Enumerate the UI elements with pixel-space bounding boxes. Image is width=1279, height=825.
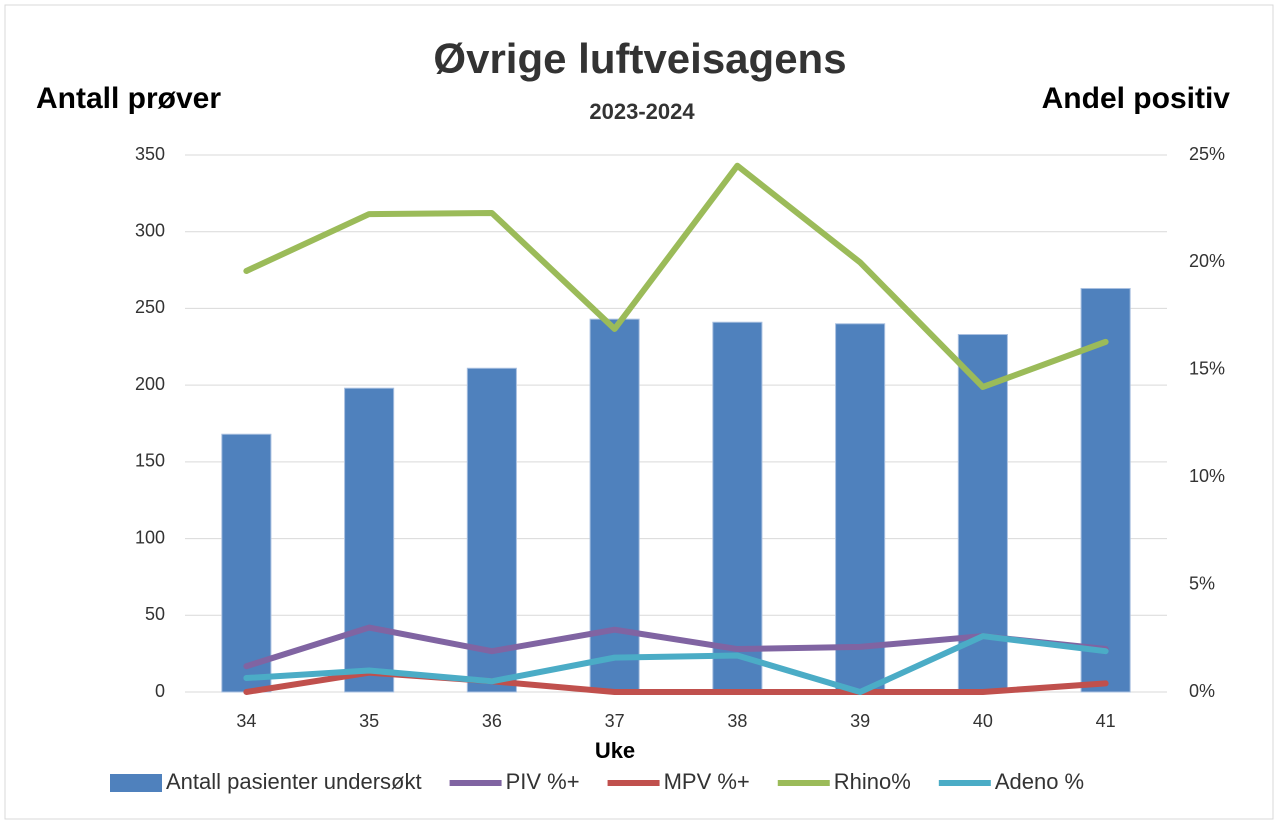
y-tick-label: 350 [135, 144, 165, 164]
y-tick-label: 200 [135, 374, 165, 394]
x-tick-label: 41 [1096, 711, 1116, 731]
y-tick-label: 50 [145, 604, 165, 624]
bar [835, 323, 886, 693]
x-tick-label: 39 [850, 711, 870, 731]
bar [1080, 287, 1131, 693]
legend-swatch [110, 774, 162, 792]
legend-label: Antall pasienter undersøkt [166, 769, 422, 794]
bar [344, 387, 395, 693]
y-tick-label: 300 [135, 220, 165, 240]
line-series [243, 633, 1109, 695]
legend-label: MPV %+ [664, 769, 750, 794]
y-axis-label: Antall prøver [36, 82, 221, 115]
y2-axis-label: Andel positiv [1042, 82, 1231, 115]
legend-label: Rhino% [834, 769, 911, 794]
y-tick-label: 150 [135, 451, 165, 471]
chart-title: Øvrige luftveisagens [433, 35, 846, 82]
y-tick-label: 100 [135, 527, 165, 547]
bar [221, 433, 272, 693]
line-series [243, 162, 1109, 390]
y-tick-label: 250 [135, 297, 165, 317]
bar [466, 367, 517, 693]
y-tick-label: 0 [155, 681, 165, 701]
line-series [243, 624, 1109, 670]
x-tick-label: 38 [727, 711, 747, 731]
y2-tick-label: 0% [1189, 681, 1215, 701]
x-tick-label: 37 [605, 711, 625, 731]
y2-tick-label: 15% [1189, 359, 1225, 379]
x-tick-label: 40 [973, 711, 993, 731]
x-tick-label: 36 [482, 711, 502, 731]
y2-tick-label: 20% [1189, 251, 1225, 271]
y2-tick-label: 5% [1189, 573, 1215, 593]
y2-tick-label: 25% [1189, 144, 1225, 164]
x-tick-label: 34 [236, 711, 256, 731]
x-axis-label: Uke [595, 738, 635, 763]
bar [712, 321, 763, 693]
bar [589, 318, 640, 693]
x-tick-label: 35 [359, 711, 379, 731]
legend-label: Adeno % [995, 769, 1084, 794]
legend-label: PIV %+ [506, 769, 580, 794]
chart-subtitle: 2023-2024 [589, 99, 695, 124]
y2-tick-label: 10% [1189, 466, 1225, 486]
